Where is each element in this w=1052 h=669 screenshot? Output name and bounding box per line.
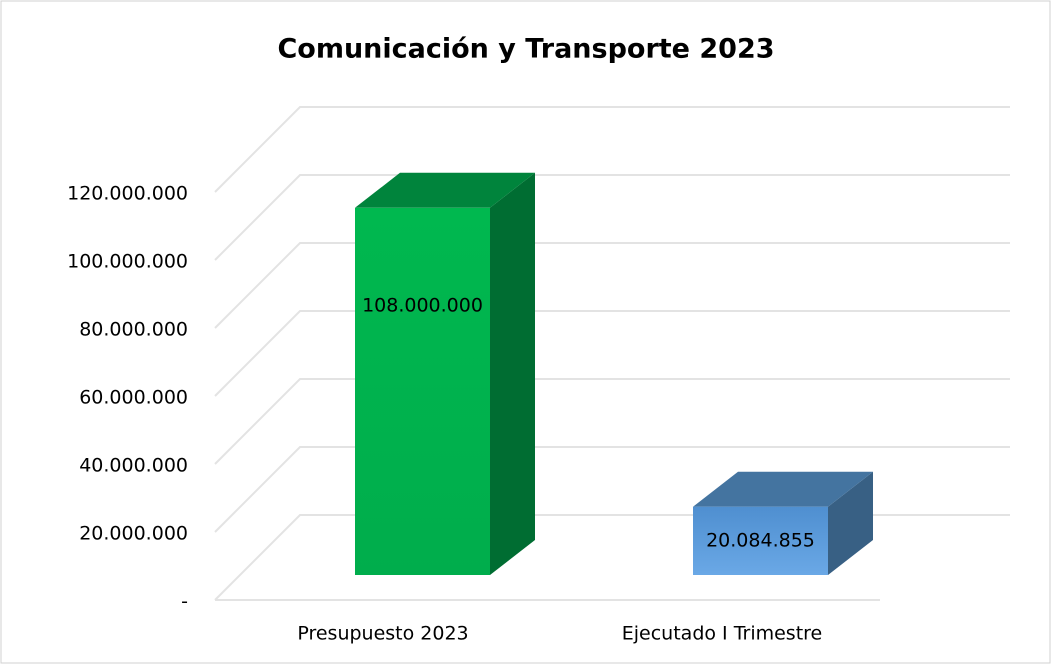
bar: [355, 207, 490, 576]
x-tick-label: Presupuesto 2023: [297, 623, 468, 645]
y-tick-label: 100.000.000: [67, 251, 188, 273]
grid-line: [214, 446, 1010, 533]
bar-side: [828, 471, 873, 575]
grid-line: [214, 106, 1010, 193]
bar-side: [490, 172, 535, 576]
grid-line: [214, 174, 1010, 261]
y-tick-label: -: [181, 591, 188, 613]
x-tick-label: Ejecutado I Trimestre: [622, 623, 822, 645]
y-tick-label: 120.000.000: [67, 183, 188, 205]
grid-line: [214, 242, 1010, 329]
value-label: 20.084.855: [706, 529, 815, 551]
y-tick-label: 20.000.000: [79, 523, 188, 545]
y-tick-label: 80.000.000: [79, 319, 188, 341]
bar-top: [355, 172, 535, 208]
grid-line: [214, 310, 1010, 397]
bar: [693, 506, 828, 575]
value-label: 108.000.000: [362, 295, 483, 317]
y-tick-label: 40.000.000: [79, 455, 188, 477]
bar-top: [693, 471, 873, 507]
grid-line: [214, 378, 1010, 465]
y-tick-label: 60.000.000: [79, 387, 188, 409]
chart-title: Comunicación y Transporte 2023: [277, 34, 774, 65]
